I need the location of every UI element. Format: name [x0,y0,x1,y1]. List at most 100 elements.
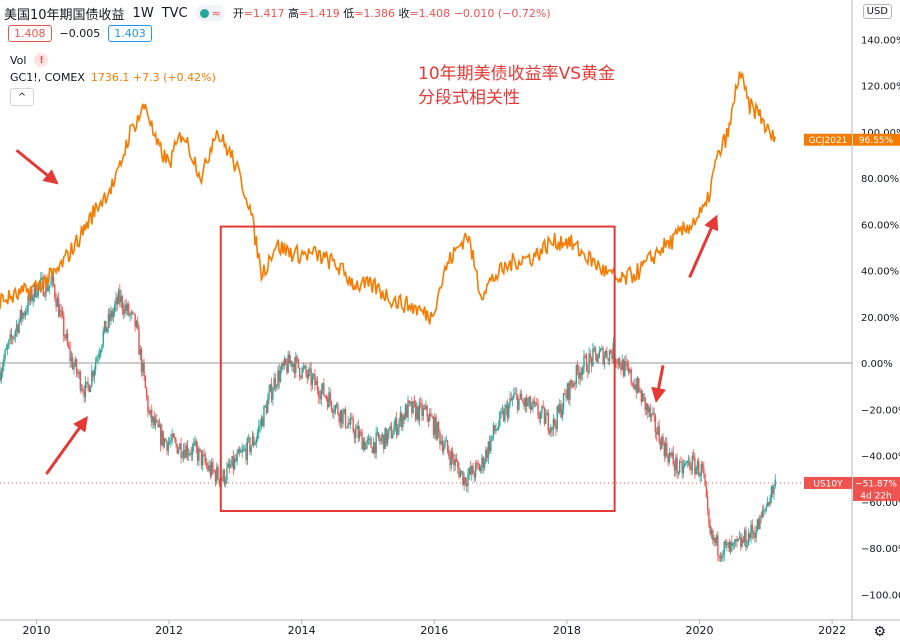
us10y-candle [73,365,75,370]
symbol-title[interactable]: 美国10年期国债收益 [4,7,125,23]
us10y-candle [304,365,306,368]
us10y-candle [472,465,474,475]
x-tick-label: 2012 [155,624,183,637]
us10y-candle [135,321,138,327]
us10y-candle [17,324,19,333]
us10y-candle [237,449,240,454]
us10y-candle [19,309,22,321]
us10y-candle [668,453,671,463]
us10y-candle [175,439,177,445]
us10y-candle [339,410,342,422]
chart-annotation: 10年期美债收益率VS黄金 分段式相关性 [418,62,615,110]
us10y-candle [360,431,362,433]
settings-gear-icon[interactable]: ⚙ [873,624,886,640]
us10y-candle [596,353,598,362]
us10y-candle [757,519,760,530]
us10y-candle [483,461,486,469]
us10y-candle [465,483,468,486]
grid [0,362,852,484]
us10y-candle [630,369,632,383]
us10y-candle [22,313,24,320]
annotation-line-2: 分段式相关性 [418,88,520,108]
ohlc-values: 开=1.417 高=1.419 低=1.386 收=1.408 −0.010 (… [232,7,551,20]
warning-icon[interactable]: ! [34,53,49,67]
us10y-candle [717,535,719,556]
us10y-candle [214,471,217,482]
us10y-candle [195,440,198,448]
us10y-candle [529,396,532,410]
y-tick-label: −80.00% [861,544,900,555]
volume-label[interactable]: Vol [10,53,27,67]
badge-value [853,476,900,501]
us10y-candle [267,398,269,413]
us10y-candle [510,397,513,401]
us10y-candle [394,418,396,428]
us10y-candle [655,431,658,435]
us10y-candle [75,359,78,373]
us10y-candle [404,405,407,420]
us10y-candle [745,530,747,548]
us10y-candle [650,413,653,417]
us10y-candle [381,434,384,439]
badge-symbol [804,476,852,489]
us10y-candle [573,383,575,387]
us10y-candle [494,425,496,432]
us10y-candle [582,367,584,375]
us10y-candle [46,280,48,291]
us10y-candle [536,402,538,405]
us10y-candle [125,304,127,311]
market-status-toggle[interactable]: ≈ [195,5,225,21]
us10y-candle [324,395,326,397]
us10y-candle [36,295,38,297]
us10y-candle [524,397,527,407]
us10y-candle [189,453,191,455]
collapse-legend-button[interactable]: ^ [10,88,34,106]
us10y-candle [241,450,243,452]
gold-legend-label[interactable]: GC1!, COMEX [10,71,85,84]
us10y-candle [678,461,681,473]
us10y-candle [100,350,102,355]
us10y-candle [134,313,136,327]
ask-button[interactable]: 1.403 [108,25,152,42]
us10y-candle [473,474,476,478]
us10y-candle [687,460,690,462]
us10y-candle [14,330,17,337]
us10y-candle [64,335,66,339]
us10y-candle [645,404,648,411]
us10y-candle [202,454,204,466]
us10y-candle [191,446,194,455]
us10y-candle [120,296,122,303]
us10y-candle [177,449,180,454]
us10y-candle [275,386,278,388]
us10y-candle [497,425,500,430]
us10y-candle [97,356,99,358]
us10y-candle [756,519,759,532]
us10y-candle [342,412,344,424]
us10y-candle [516,395,519,410]
us10y-candle [71,357,74,370]
us10y-candle [163,438,166,446]
chevron-up-icon: ^ [17,91,27,103]
us10y-candle [612,342,615,359]
us10y-candle [312,374,315,377]
us10y-candle [769,497,771,505]
us10y-candle [236,453,238,462]
bid-button[interactable]: 1.408 [8,25,52,42]
us10y-candle [49,285,51,288]
currency-button[interactable]: USD [862,4,892,19]
price-badge: US10Y −51.87% 4d 22h [804,476,900,501]
us10y-candle [520,393,523,401]
us10y-candle [602,348,604,365]
us10y-candle [499,412,501,426]
us10y-candle [759,516,761,530]
us10y-candle [610,350,612,354]
us10y-candle [231,456,233,467]
us10y-candle [59,310,61,317]
us10y-candle [143,363,145,376]
y-tick-label: 80.00% [861,174,899,185]
interval-label[interactable]: 1W [132,5,154,21]
us10y-candle [672,452,674,464]
us10y-candle [547,412,549,431]
us10y-candle [626,363,629,367]
